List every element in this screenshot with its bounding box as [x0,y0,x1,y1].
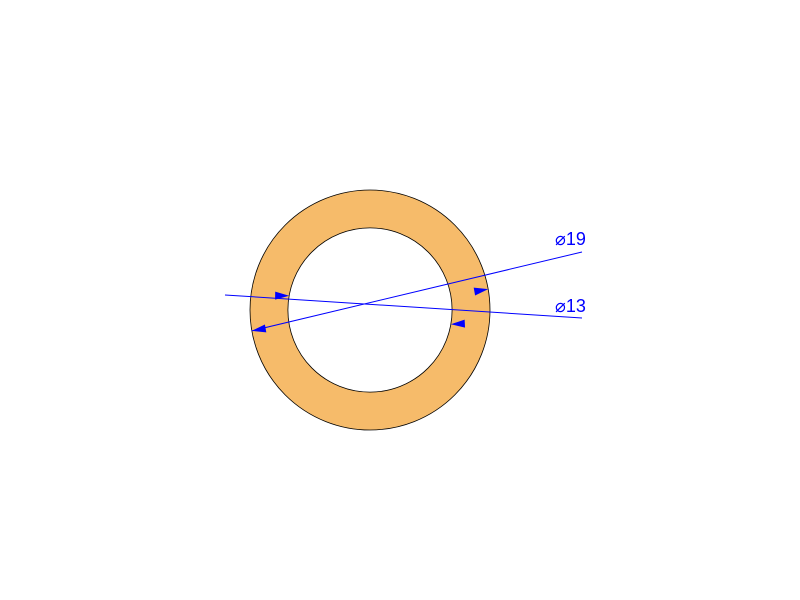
outer-diameter-label: ⌀19 [555,229,586,249]
diagram-svg: ⌀19 ⌀13 [0,0,800,600]
diagram-stage: ⌀19 ⌀13 [0,0,800,600]
inner-diameter-label: ⌀13 [555,296,586,316]
